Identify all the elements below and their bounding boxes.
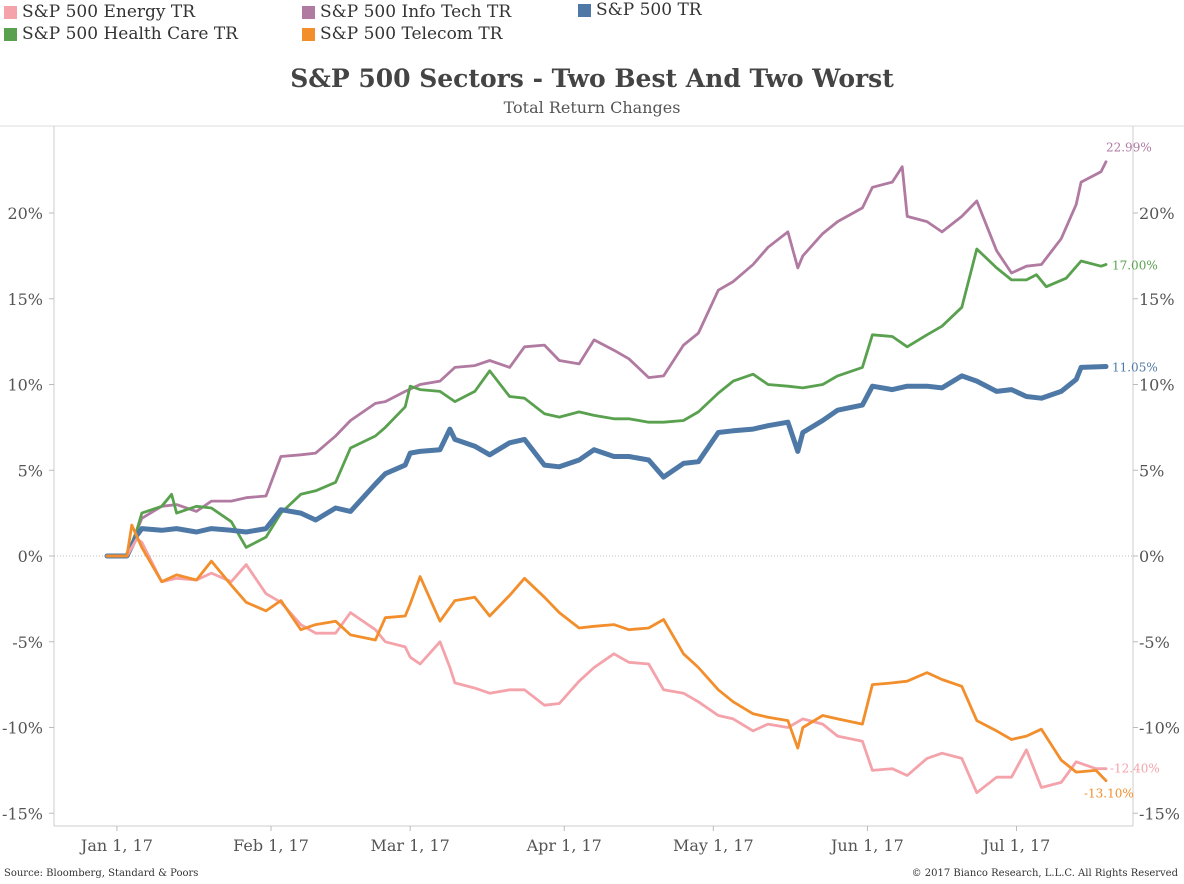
y-tick-label-left: 15% <box>7 290 43 309</box>
x-tick-label: Jul 1, 17 <box>981 836 1051 855</box>
y-tick-label-right: 15% <box>1139 290 1175 309</box>
legend-label-telecom: S&P 500 Telecom TR <box>320 24 503 44</box>
y-tick-label-right: -10% <box>1139 719 1180 738</box>
source-note: Source: Bloomberg, Standard & Poors <box>4 868 199 879</box>
x-tick-label: Feb 1, 17 <box>233 836 309 855</box>
end-label-sp-500-health-care-tr: 17.00% <box>1112 258 1158 272</box>
chart-title: S&P 500 Sectors - Two Best And Two Worst <box>290 64 894 93</box>
end-label-sp-500-telecom-tr: -13.10% <box>1084 787 1134 801</box>
legend-item-sp500: S&P 500 TR <box>578 0 702 20</box>
legend-label-energy: S&P 500 Energy TR <box>22 2 196 22</box>
end-label-sp-500-energy-tr: -12.40% <box>1110 762 1160 776</box>
y-tick-label-left: 5% <box>18 461 43 480</box>
y-tick-label-left: -15% <box>2 804 43 823</box>
y-tick-label-left: 10% <box>7 376 43 395</box>
legend-label-health-care: S&P 500 Health Care TR <box>22 24 238 44</box>
y-tick-label-left: 0% <box>18 547 43 566</box>
legend-swatch-health-care <box>4 27 17 41</box>
x-tick-label: Mar 1, 17 <box>370 836 449 855</box>
legend: S&P 500 Energy TR S&P 500 Info Tech TR S… <box>0 0 1184 48</box>
chart-subtitle: Total Return Changes <box>503 98 681 117</box>
y-tick-label-left: -10% <box>2 719 43 738</box>
copyright-note: © 2017 Bianco Research, L.L.C. All Right… <box>911 868 1178 879</box>
y-tick-label-right: 5% <box>1139 461 1164 480</box>
legend-item-telecom: S&P 500 Telecom TR <box>302 24 502 44</box>
series-line-sp-500-health-care-tr <box>105 247 1108 558</box>
x-tick-label: Jan 1, 17 <box>79 836 153 855</box>
legend-label-sp500: S&P 500 TR <box>596 0 702 20</box>
legend-swatch-telecom <box>302 27 315 41</box>
legend-item-energy: S&P 500 Energy TR <box>4 2 195 22</box>
series-line-sp-500-telecom-tr <box>105 523 1108 783</box>
x-tick-label: Apr 1, 17 <box>526 836 602 855</box>
y-tick-label-right: -5% <box>1139 633 1170 652</box>
y-tick-label-right: -15% <box>1139 804 1180 823</box>
x-tick-label: Jun 1, 17 <box>829 836 904 855</box>
legend-swatch-info-tech <box>302 5 315 19</box>
series-line-sp-500-energy-tr <box>105 537 1108 795</box>
y-tick-label-left: -5% <box>12 633 43 652</box>
series-line-sp-500-info-tech-tr <box>105 160 1108 558</box>
legend-item-health-care: S&P 500 Health Care TR <box>4 24 238 44</box>
y-tick-label-right: 20% <box>1139 204 1175 223</box>
legend-item-info-tech: S&P 500 Info Tech TR <box>302 2 511 22</box>
y-tick-label-right: 0% <box>1139 547 1164 566</box>
series-line-sp-500-tr <box>104 364 1109 559</box>
y-tick-label-left: 20% <box>7 204 43 223</box>
legend-label-info-tech: S&P 500 Info Tech TR <box>320 2 512 22</box>
legend-swatch-energy <box>4 5 17 19</box>
y-tick-label-right: 10% <box>1139 376 1175 395</box>
legend-swatch-sp500 <box>578 3 591 17</box>
x-tick-label: May 1, 17 <box>673 836 754 855</box>
end-label-sp-500-info-tech-tr: 22.99% <box>1106 141 1152 155</box>
end-label-sp-500-tr: 11.05% <box>1112 360 1158 374</box>
